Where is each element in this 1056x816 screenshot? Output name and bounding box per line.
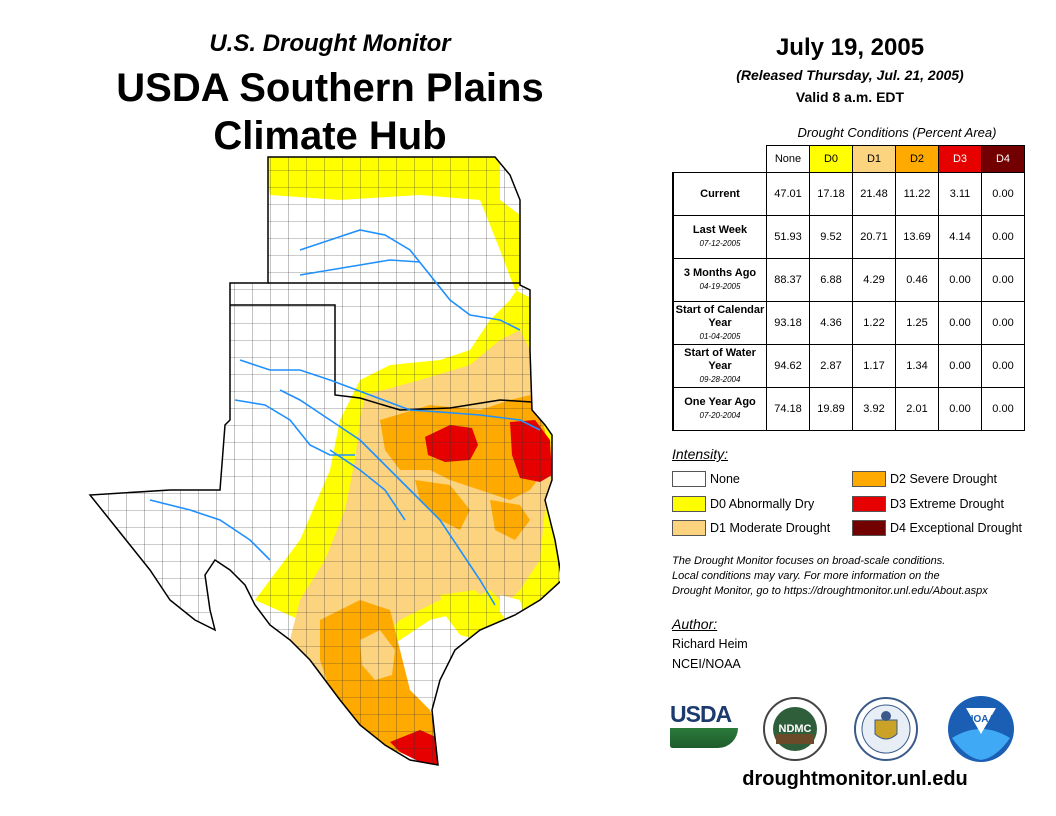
table-cell: 21.48 (852, 172, 896, 216)
drought-stats-table: None D0 D1 D2 D3 D4 Current 47.01 17.18 … (672, 145, 1025, 431)
table-row: Start of Calendar Year 01-04-2005 93.18 4… (672, 301, 1025, 345)
col-header-d3: D3 (938, 145, 982, 173)
table-cell: 0.00 (981, 387, 1025, 431)
usda-logo: USDA (670, 702, 738, 748)
col-header-d0: D0 (809, 145, 853, 173)
row-label: One Year Ago 07-20-2004 (672, 387, 767, 431)
table-cell: 3.92 (852, 387, 896, 431)
release-date: (Released Thursday, Jul. 21, 2005) (736, 67, 964, 83)
row-label: 3 Months Ago 04-19-2005 (672, 258, 767, 302)
table-cell: 0.00 (938, 301, 982, 345)
col-header-d1: D1 (852, 145, 896, 173)
table-cell: 13.69 (895, 215, 939, 259)
table-cell: 1.22 (852, 301, 896, 345)
table-caption: Drought Conditions (Percent Area) (797, 125, 997, 140)
table-cell: 88.37 (766, 258, 810, 302)
svg-text:NDMC: NDMC (779, 723, 812, 735)
author-name: Richard Heim (672, 637, 748, 651)
legend-swatch (672, 496, 706, 512)
table-row: One Year Ago 07-20-2004 74.18 19.89 3.92 … (672, 387, 1025, 431)
ndmc-logo: NDMC (763, 697, 827, 761)
table-cell: 9.52 (809, 215, 853, 259)
col-header-d2: D2 (895, 145, 939, 173)
drought-map (88, 156, 560, 766)
table-cell: 4.36 (809, 301, 853, 345)
table-cell: 0.00 (938, 258, 982, 302)
table-cell: 17.18 (809, 172, 853, 216)
legend-heading: Intensity: (672, 446, 729, 462)
noaa-logo: NOAA (948, 696, 1014, 762)
table-cell: 1.25 (895, 301, 939, 345)
row-label: Start of Calendar Year 01-04-2005 (672, 301, 767, 345)
author-heading: Author: (672, 616, 718, 632)
table-cell: 93.18 (766, 301, 810, 345)
table-cell: 0.00 (981, 258, 1025, 302)
map-title-line2: Climate Hub (213, 114, 447, 158)
table-cell: 51.93 (766, 215, 810, 259)
table-cell: 19.89 (809, 387, 853, 431)
table-cell: 0.00 (981, 172, 1025, 216)
table-corner (673, 146, 767, 173)
table-row: Start of Water Year 09-28-2004 94.62 2.87… (672, 344, 1025, 388)
table-cell: 0.00 (938, 387, 982, 431)
row-label: Start of Water Year 09-28-2004 (672, 344, 767, 388)
col-header-none: None (766, 145, 810, 173)
table-cell: 6.88 (809, 258, 853, 302)
table-cell: 94.62 (766, 344, 810, 388)
table-row: 3 Months Ago 04-19-2005 88.37 6.88 4.29 0… (672, 258, 1025, 302)
author-org: NCEI/NOAA (672, 657, 741, 671)
table-cell: 74.18 (766, 387, 810, 431)
row-label: Current (672, 172, 767, 216)
svg-text:NOAA: NOAA (966, 714, 995, 725)
table-cell: 1.34 (895, 344, 939, 388)
row-label: Last Week 07-12-2005 (672, 215, 767, 259)
col-header-d4: D4 (981, 145, 1025, 173)
legend-swatch (672, 520, 706, 536)
table-cell: 3.11 (938, 172, 982, 216)
table-cell: 1.17 (852, 344, 896, 388)
legend-swatch (852, 520, 886, 536)
legend-swatch (852, 496, 886, 512)
valid-time: Valid 8 a.m. EDT (795, 89, 905, 105)
table-cell: 0.00 (981, 215, 1025, 259)
table-cell: 2.87 (809, 344, 853, 388)
table-row: Last Week 07-12-2005 51.93 9.52 20.71 13.… (672, 215, 1025, 259)
table-cell: 47.01 (766, 172, 810, 216)
map-date: July 19, 2005 (775, 34, 925, 61)
doc-seal-logo (854, 697, 918, 761)
table-cell: 0.00 (938, 344, 982, 388)
table-cell: 2.01 (895, 387, 939, 431)
table-cell: 4.14 (938, 215, 982, 259)
table-cell: 0.46 (895, 258, 939, 302)
footer-url[interactable]: droughtmonitor.unl.edu (742, 768, 968, 790)
map-title-line1: USDA Southern Plains (116, 66, 544, 110)
table-cell: 11.22 (895, 172, 939, 216)
disclaimer-note: The Drought Monitor focuses on broad-sca… (672, 555, 988, 597)
table-cell: 0.00 (981, 344, 1025, 388)
map-subtitle: U.S. Drought Monitor (209, 30, 451, 57)
legend-swatch (852, 471, 886, 487)
legend-swatch (672, 471, 706, 487)
table-cell: 20.71 (852, 215, 896, 259)
table-cell: 0.00 (981, 301, 1025, 345)
table-row: Current 47.01 17.18 21.48 11.22 3.11 0.0… (672, 172, 1025, 216)
table-cell: 4.29 (852, 258, 896, 302)
